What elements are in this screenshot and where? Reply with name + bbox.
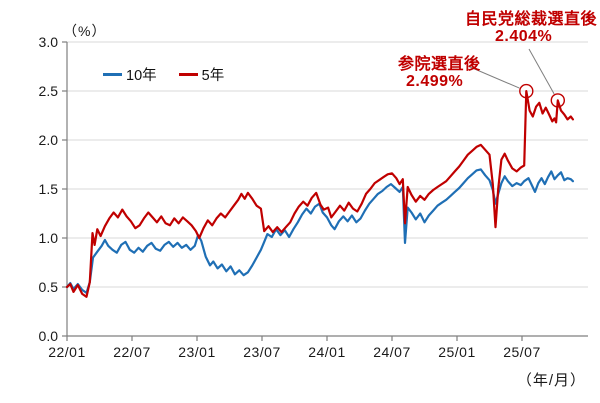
event-marker-circle (519, 83, 534, 99)
series-line-5y (65, 89, 575, 298)
x-tick-label: 23/01 (178, 344, 216, 360)
x-tick-label: 22/01 (48, 344, 86, 360)
y-tick-label: 1.5 (39, 181, 59, 197)
x-tick-label: 22/07 (113, 344, 151, 360)
y-tick-label: 1.0 (39, 230, 59, 246)
event-marker-circle (550, 93, 565, 108)
x-tick-label: 23/07 (243, 344, 281, 360)
x-tick-label: 25/07 (503, 344, 541, 360)
annotation-leader-line (469, 66, 520, 89)
x-tick-label: 25/01 (438, 344, 476, 360)
x-tick-label: 24/07 (373, 344, 411, 360)
annotation-leader-line (528, 48, 555, 95)
y-tick-label: 0.5 (39, 279, 59, 295)
series-line-10y (65, 168, 575, 294)
y-tick-label: 2.5 (39, 83, 59, 99)
y-tick-label: 0.0 (39, 328, 59, 344)
y-tick-label: 2.0 (39, 132, 59, 148)
y-tick-label: 3.0 (39, 34, 59, 50)
x-tick-label: 24/01 (308, 344, 346, 360)
